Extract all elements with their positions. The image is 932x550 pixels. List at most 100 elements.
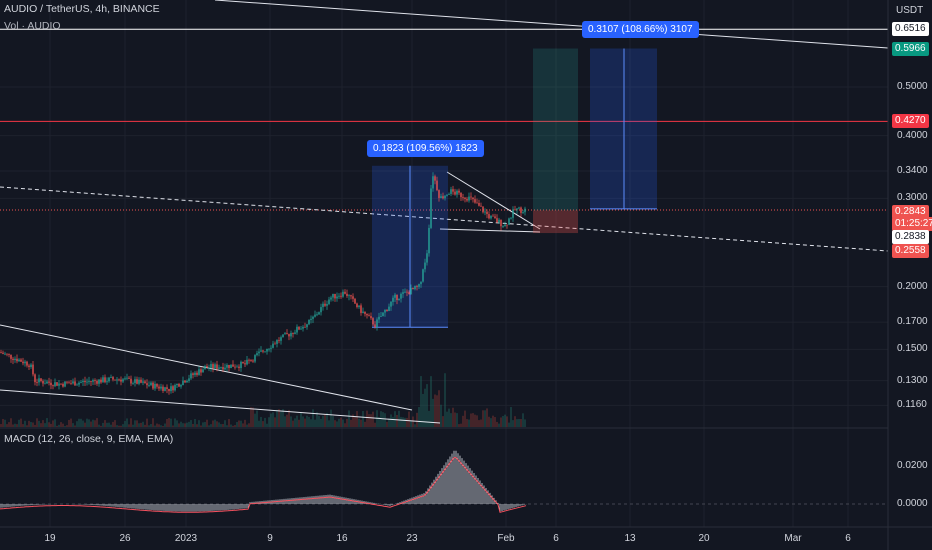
volume-bar [396,414,398,427]
candle [26,361,28,366]
volume-bar [88,419,90,427]
candle [86,381,88,383]
volume-bar [242,423,244,427]
volume-bar [106,422,108,427]
volume-bar [48,422,50,427]
volume-bar [304,418,306,427]
volume-bar [154,425,156,427]
candle [362,311,364,313]
volume-bar [278,409,280,427]
volume-bar [56,425,58,427]
candle [388,306,390,312]
candle [346,293,348,296]
volume-bar [506,416,508,427]
candle [132,382,134,384]
volume-bar [440,404,442,427]
volume-bar [186,422,188,427]
volume-bar [252,407,254,427]
volume-bar [240,420,242,427]
volume-bar [12,424,14,427]
time-tick: Feb [497,533,515,544]
candle [80,381,82,383]
volume-bar [522,413,524,427]
candle [192,373,194,375]
candle [24,361,26,364]
volume-bar [510,407,512,427]
volume-bar [504,414,506,427]
candle [236,366,238,368]
candle [66,381,68,383]
volume-bar [136,420,138,427]
volume-bar [82,420,84,427]
candle [170,386,172,392]
badge-entry: 0.2838 [892,230,929,244]
candle [466,198,468,201]
volume-bar [124,420,126,427]
time-tick: 20 [698,533,710,544]
price-tick: 0.1500 [897,343,928,355]
volume-bar [176,420,178,427]
volume-bar [310,419,312,427]
volume-bar [400,416,402,427]
volume-bar [10,418,12,427]
volume-bar [216,421,218,427]
volume-bar [94,420,96,427]
volume-bar [482,410,484,427]
volume-bar [508,422,510,427]
candle [300,328,302,330]
candle [120,379,122,382]
volume-bar [182,423,184,427]
candle [340,295,342,297]
candle [336,296,338,299]
candle [292,332,294,334]
candle [462,197,464,198]
volume-bar [356,411,358,427]
volume-bar [394,411,396,427]
candle [286,333,288,335]
volume-bar [314,419,316,427]
candle [98,379,100,384]
volume-bar [372,411,374,427]
candle [62,383,64,387]
candle [382,312,384,317]
candle [318,312,320,315]
candle [380,316,382,318]
candle [138,379,140,384]
volume-bar [360,419,362,427]
candle [480,205,482,207]
price-tick: 0.1300 [897,374,928,386]
candle [38,378,40,383]
volume-bar [344,423,346,427]
candle [496,218,498,223]
volume-bar [144,424,146,427]
volume-bar [406,417,408,427]
volume-bar [172,425,174,427]
volume-bar [96,418,98,427]
candle [294,332,296,334]
candle [342,291,344,297]
candle [110,377,112,378]
candle [420,281,422,285]
volume-bar [392,416,394,427]
candle [154,383,156,389]
candle [212,364,214,369]
candle [150,382,152,386]
candle [502,226,504,227]
volume-bar [40,423,42,427]
badge-countdown: 01:25:27 [892,217,932,231]
candle [438,190,440,198]
volume-bar [126,418,128,427]
volume-bar [226,425,228,427]
volume-bar [432,398,434,427]
candle [280,337,282,341]
volume-bar [496,421,498,427]
candle [256,353,258,356]
symbol-title: AUDIO / TetherUS, 4h, BINANCE [4,3,160,15]
volume-bar [520,419,522,427]
volume-bar [52,420,54,427]
volume-bar [492,415,494,427]
volume-label: Vol · AUDIO [4,20,61,32]
candle [102,377,104,383]
